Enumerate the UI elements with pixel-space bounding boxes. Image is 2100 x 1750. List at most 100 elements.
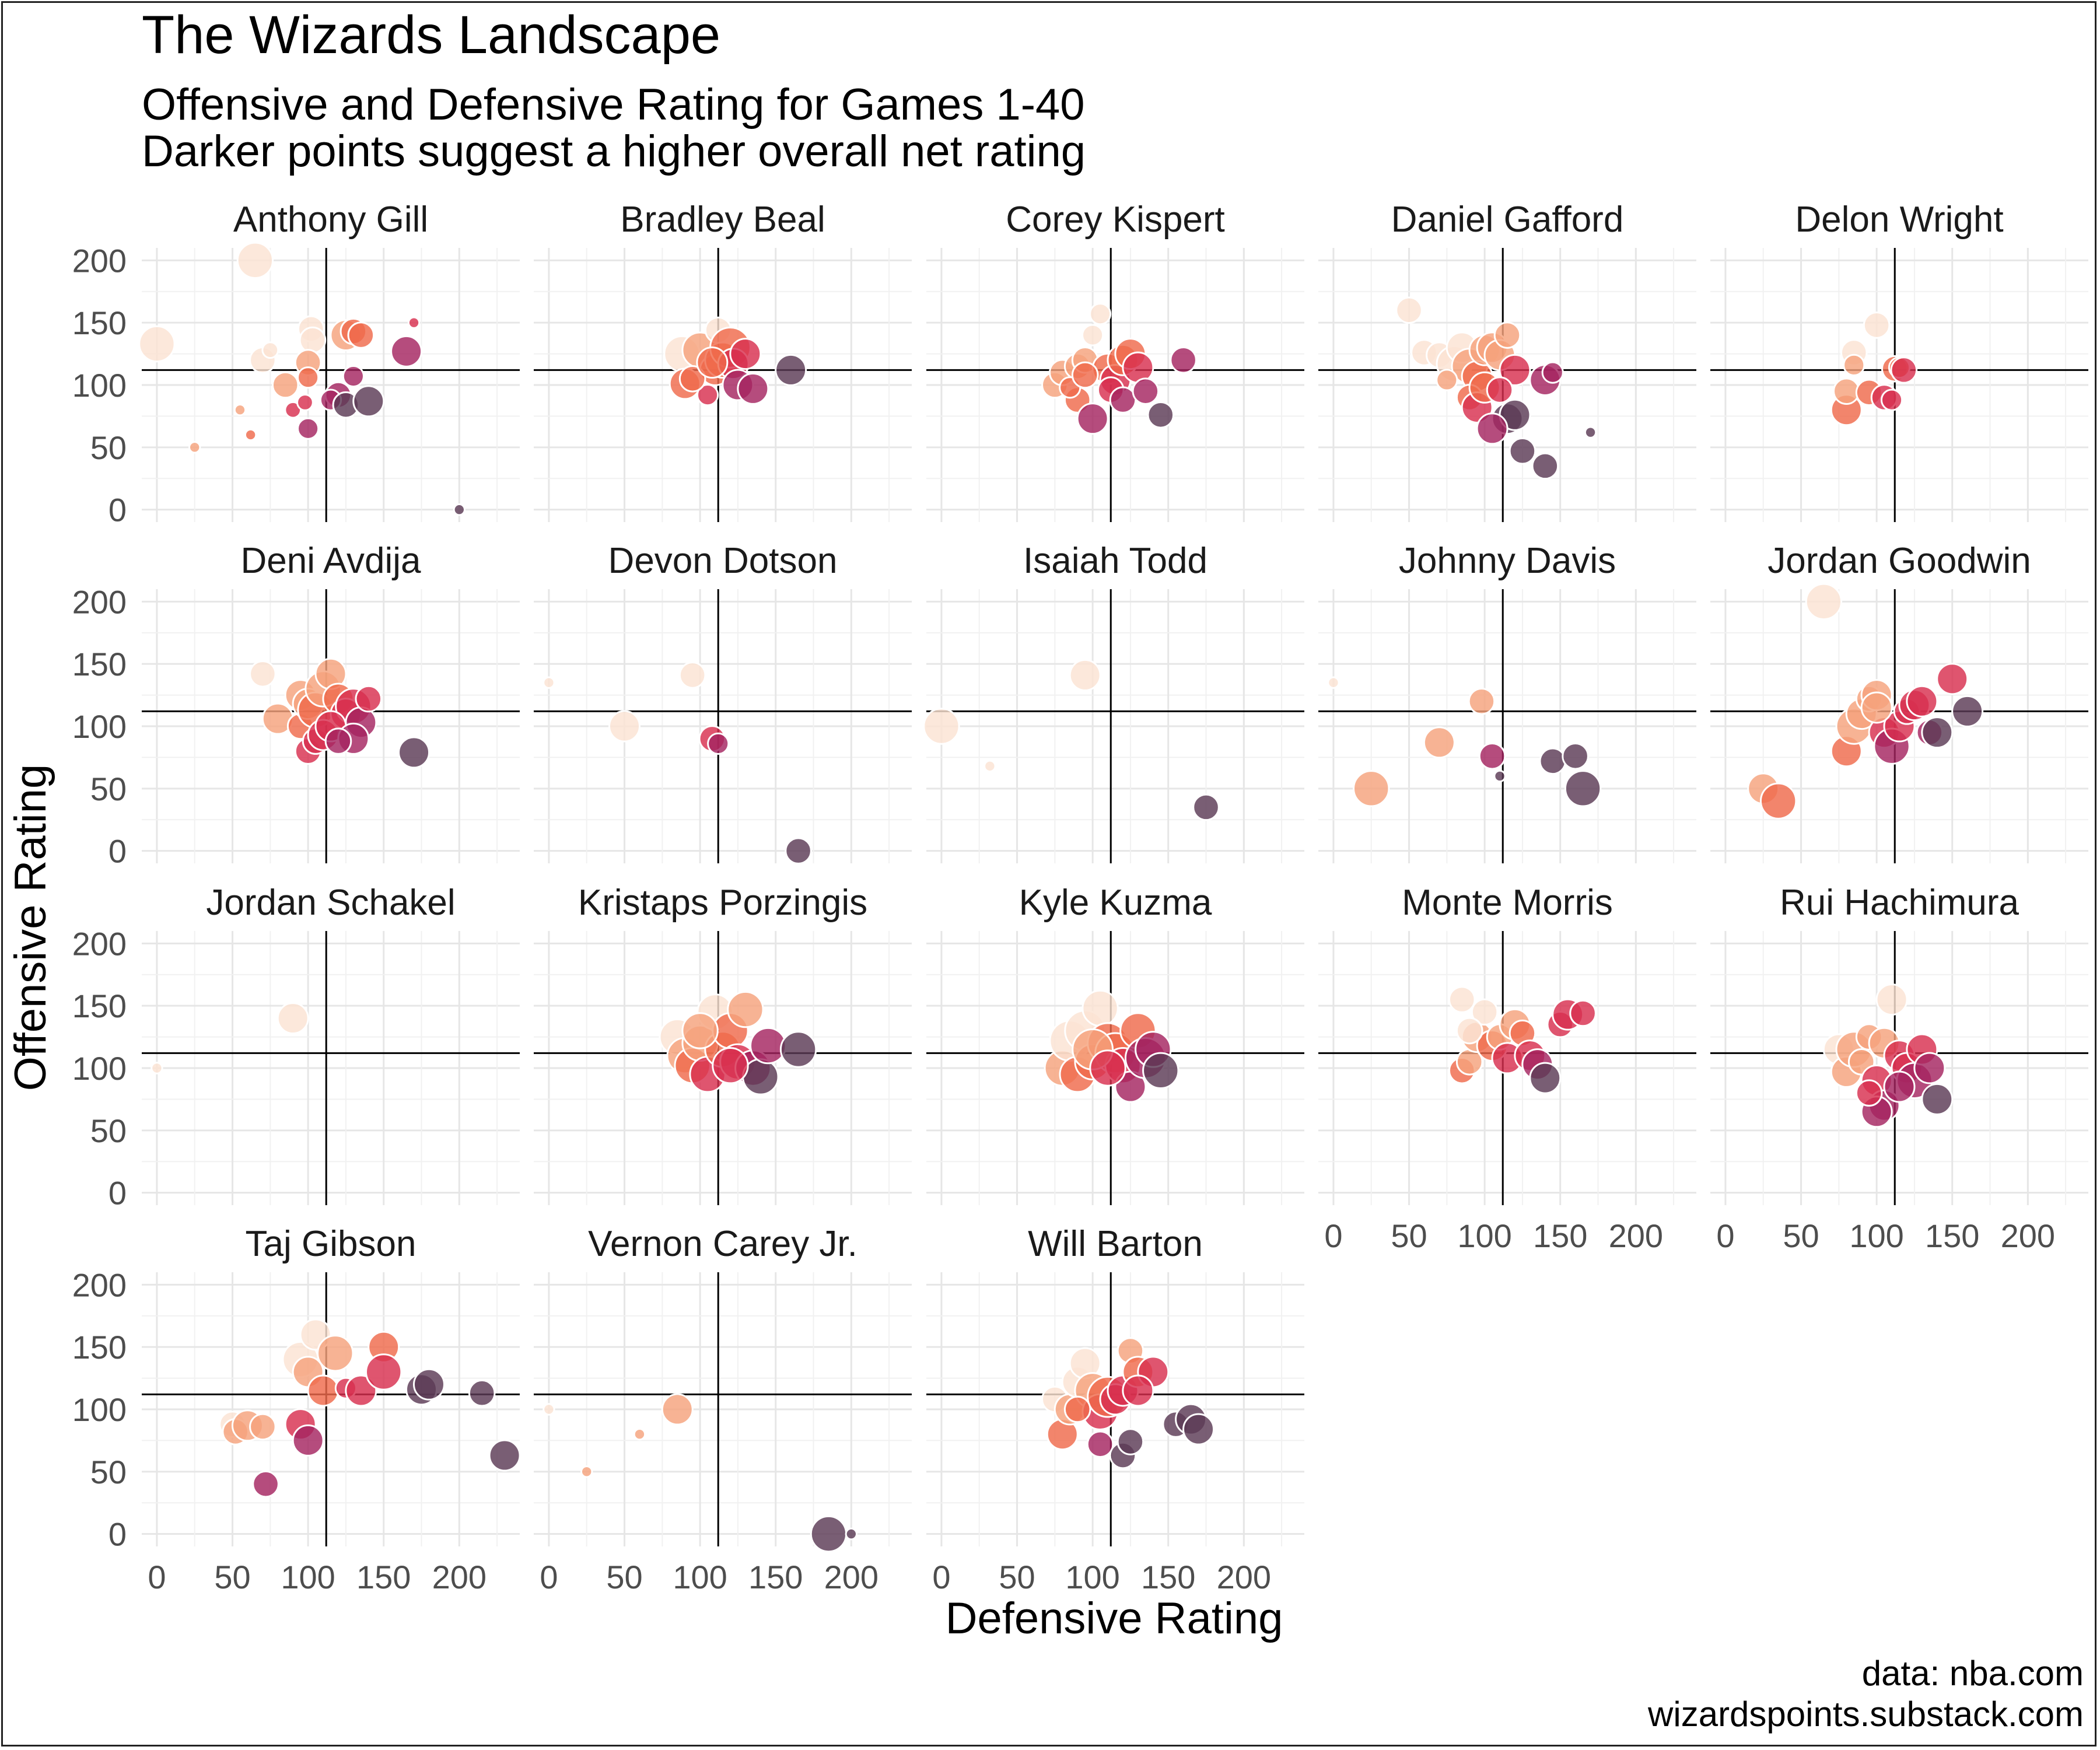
data-point	[1875, 984, 1908, 1016]
data-point	[347, 321, 375, 349]
caption-site: wizardspoints.substack.com	[1648, 1695, 2084, 1734]
x-tick-label: 100	[1849, 1217, 1903, 1254]
y-tick-label: 200	[72, 242, 127, 279]
data-point	[737, 372, 769, 405]
data-point	[1913, 1052, 1946, 1084]
facet-delon-wright: Delon Wright	[1710, 200, 2088, 522]
data-point	[1395, 296, 1423, 324]
gridlines	[926, 589, 1304, 863]
data-point	[468, 1379, 496, 1407]
data-point	[542, 676, 555, 689]
x-tick-label: 50	[999, 1559, 1035, 1595]
data-point	[923, 708, 960, 745]
data-point	[150, 1062, 163, 1074]
points	[659, 991, 817, 1096]
facet-daniel-gafford: Daniel Gafford	[1318, 200, 1696, 522]
data-point	[727, 991, 764, 1028]
data-point	[1192, 793, 1220, 821]
facet-title: Rui Hachimura	[1780, 883, 2020, 923]
facet-title: Jordan Schakel	[206, 883, 455, 923]
x-tick-label: 0	[1324, 1217, 1342, 1254]
x-tick-label: 0	[540, 1559, 558, 1595]
data-point	[1855, 1079, 1883, 1107]
data-point	[785, 837, 812, 864]
facet-title: Jordan Goodwin	[1768, 541, 2031, 581]
facet-title: Will Barton	[1028, 1224, 1203, 1264]
data-point	[1182, 1413, 1215, 1446]
data-point	[292, 1424, 324, 1457]
data-point	[681, 1012, 719, 1049]
gridlines	[534, 1272, 912, 1546]
data-point	[271, 371, 299, 399]
data-point	[488, 1439, 521, 1472]
data-point	[412, 1368, 445, 1401]
data-point	[1493, 321, 1521, 349]
data-point	[1170, 346, 1197, 374]
data-point	[1569, 999, 1597, 1027]
data-point	[252, 1470, 279, 1498]
gridlines	[142, 589, 520, 863]
y-tick-label: 100	[72, 367, 127, 404]
data-point	[1448, 986, 1476, 1013]
y-tick-label: 0	[108, 492, 127, 528]
y-tick-label: 200	[72, 1266, 127, 1303]
facet-title: Anthony Gill	[233, 200, 428, 240]
facet-jordan-goodwin: Jordan Goodwin	[1710, 541, 2088, 863]
data-point	[138, 325, 176, 363]
data-point	[1069, 659, 1101, 691]
y-tick-label: 200	[72, 583, 127, 620]
data-point	[299, 326, 327, 354]
data-point	[1082, 989, 1119, 1027]
x-tick-label: 200	[1217, 1559, 1271, 1595]
facet-kyle-kuzma: Kyle Kuzma	[926, 883, 1304, 1205]
data-point	[779, 1031, 817, 1068]
data-point	[1863, 312, 1891, 339]
data-point	[1759, 782, 1797, 820]
data-point	[276, 1002, 309, 1035]
data-point	[317, 1335, 354, 1372]
y-tick-label: 50	[90, 1454, 127, 1490]
facet-grid: Anthony Gill 0 50 100 150 200 Bradley Beal Core…	[72, 200, 2088, 1595]
facet-deni-avdija: Deni Avdija 0 50 100 150 200	[72, 541, 520, 870]
gridlines	[1318, 931, 1696, 1205]
gridlines	[534, 248, 912, 522]
points	[219, 1318, 521, 1498]
facet-devon-dotson: Devon Dotson	[534, 541, 912, 864]
points	[1041, 1337, 1215, 1469]
facet-bradley-beal: Bradley Beal	[534, 200, 912, 522]
data-point	[296, 394, 314, 411]
data-point	[775, 354, 807, 386]
facet-anthony-gill: Anthony Gill 0 50 100 150 200	[72, 200, 520, 528]
points	[1448, 986, 1597, 1094]
data-point	[1584, 426, 1597, 439]
facet-title: Johnny Davis	[1399, 541, 1616, 581]
data-point	[729, 338, 762, 370]
data-point	[1455, 1017, 1483, 1045]
facet-title: Delon Wright	[1795, 200, 2003, 240]
data-point	[1562, 742, 1589, 770]
data-point	[712, 1047, 749, 1084]
data-point	[542, 1403, 555, 1416]
points	[1830, 312, 1918, 426]
data-point	[1921, 716, 1954, 749]
x-tick-label: 0	[148, 1559, 166, 1595]
data-point	[188, 441, 201, 454]
data-point	[1109, 386, 1137, 414]
facet-monte-morris: Monte Morris 0 50 100 150 200	[1318, 883, 1696, 1254]
facet-title: Vernon Carey Jr.	[588, 1224, 858, 1264]
data-point	[1122, 1374, 1154, 1407]
data-point	[249, 1413, 276, 1441]
data-point	[1132, 377, 1160, 405]
data-point	[1921, 1083, 1954, 1115]
points	[542, 662, 812, 864]
y-tick-label: 150	[72, 1329, 127, 1366]
data-point	[1423, 726, 1455, 759]
data-point	[1327, 676, 1340, 689]
gridlines	[1710, 248, 2088, 522]
data-point	[390, 335, 423, 368]
y-tick-label: 100	[72, 1391, 127, 1428]
y-axis-label: Offensive Rating	[6, 764, 55, 1091]
gridlines	[926, 248, 1304, 522]
x-tick-label: 50	[606, 1559, 642, 1595]
